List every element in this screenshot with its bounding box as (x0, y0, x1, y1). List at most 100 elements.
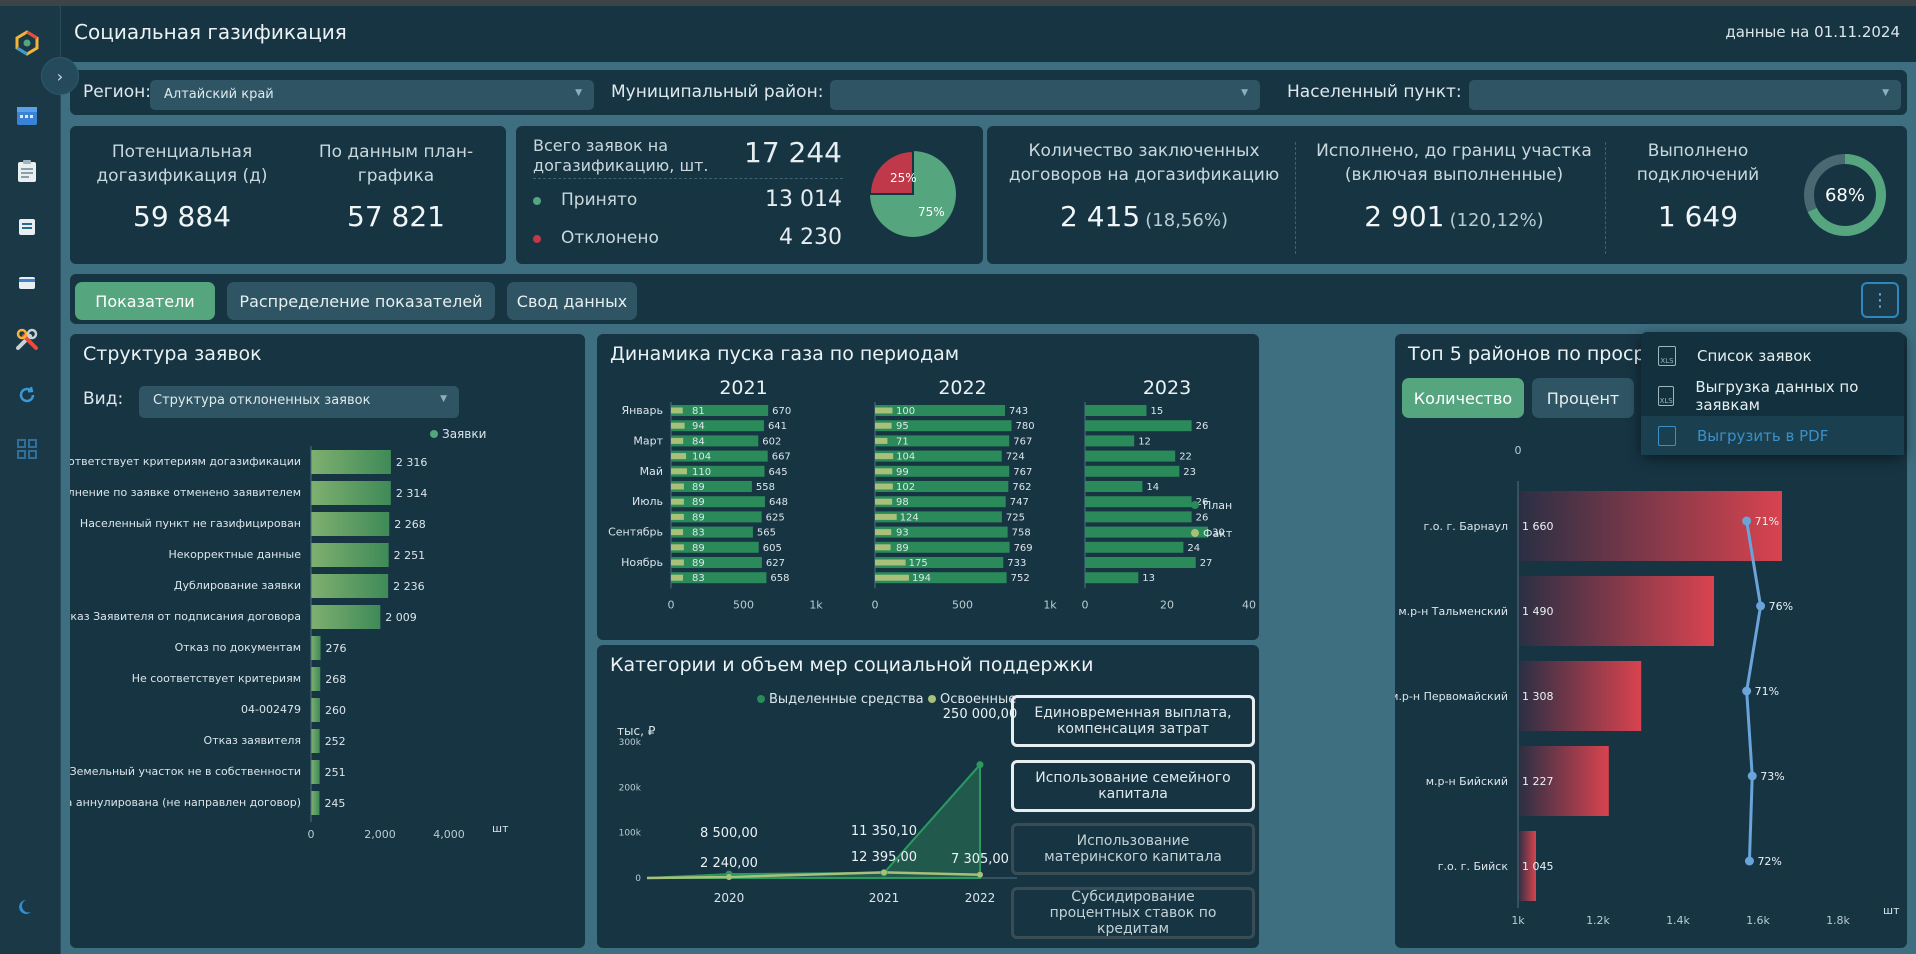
pie-accepted-label: 75% (918, 205, 945, 219)
kpi-applications-card: Всего заявок на догазификацию, шт. 17 24… (516, 126, 983, 264)
calendar-icon[interactable] (12, 100, 42, 130)
plan-value-label: 645 (769, 467, 788, 478)
pie-rejected-label: 25% (890, 171, 917, 185)
x-tick-label: 1k (1043, 598, 1057, 611)
plan-value-label: 670 (772, 406, 791, 417)
bar-value-label: 1 660 (1522, 520, 1554, 533)
settlement-select[interactable]: ▼ (1469, 80, 1901, 110)
plan-bar (1085, 420, 1192, 432)
chevron-down-icon: ▼ (1241, 88, 1248, 98)
accepted-dot (533, 197, 541, 205)
clipboard-icon[interactable] (12, 156, 42, 186)
bar (1518, 746, 1609, 816)
menu-item-applications-list[interactable]: XLS Список заявок (1641, 336, 1904, 375)
menu-item-export-data[interactable]: XLS Выгрузка данных по заявкам (1641, 376, 1904, 415)
district-select[interactable]: ▼ (830, 80, 1260, 110)
used-point (977, 871, 983, 878)
plan-value-label: 769 (1014, 543, 1033, 554)
plan-value-label: 26 (1196, 497, 1209, 508)
allocated-value-label: 250 000,00 (943, 707, 1017, 722)
rejected-label: Отклонено (561, 228, 659, 248)
menu-item-export-pdf[interactable]: Выгрузить в PDF (1641, 416, 1904, 455)
allocated-area (646, 762, 981, 879)
percent-label: 71% (1755, 685, 1779, 698)
view-value: Структура отклоненных заявок (153, 393, 371, 408)
more-vertical-icon: ⋮ (1871, 289, 1889, 311)
donut-progress (1804, 154, 1886, 236)
plan-bar (875, 496, 1006, 508)
region-value: Алтайский край (164, 87, 274, 102)
fact-value-label: 104 (692, 452, 711, 463)
x-tick-label: 2,000 (364, 828, 396, 841)
donut-label: 68% (1825, 185, 1865, 206)
x-tick-label: 2020 (714, 891, 745, 905)
plan-bar (671, 481, 752, 492)
total-applications-value: 17 244 (744, 136, 842, 169)
allocated-value-label: 8 500,00 (700, 826, 758, 841)
tools-icon[interactable] (12, 324, 42, 354)
accepted-label: Принято (561, 190, 638, 210)
bar-category-label: Исполнение по заявке отменено заявителем (70, 486, 301, 499)
plan-bar (671, 420, 764, 432)
structure-bar-chart: Заявки Не соответствует критериям догазиф… (70, 427, 509, 841)
bar-category-label: м.р-н Бийский (1426, 775, 1508, 788)
card-icon[interactable] (12, 268, 42, 298)
done-border-value: 2 901 (1364, 200, 1445, 233)
category-lump-sum-button[interactable]: Единовременная выплата, компенсация затр… (1011, 695, 1255, 747)
plan-value-label: 12 (1138, 436, 1151, 447)
report-icon[interactable] (12, 212, 42, 242)
bar (311, 481, 391, 505)
year-label: 2023 (1143, 377, 1191, 399)
plan-value-label: 762 (1012, 482, 1031, 493)
month-label: Январь (621, 404, 663, 417)
y-axis-unit-label: тыс, ₽ (617, 724, 656, 738)
percent-point (1744, 856, 1754, 866)
tab-distribution[interactable]: Распределение показателей (227, 282, 495, 320)
bar-value-label: 2 009 (385, 611, 417, 624)
legend-allocated-label: Выделенные средства (769, 692, 924, 707)
x-tick-label: 0 (308, 828, 315, 841)
bar (311, 791, 320, 815)
fact-value-label: 99 (896, 467, 909, 478)
category-loan-subsidy-button[interactable]: Субсидирование процентных ставок по кред… (1011, 887, 1255, 939)
refresh-icon[interactable] (12, 380, 42, 410)
bar-value-label: 2 236 (393, 580, 425, 593)
dark-mode-moon-icon[interactable] (12, 892, 42, 922)
fact-bar (875, 574, 909, 581)
region-select[interactable]: Алтайский край ▼ (150, 80, 594, 110)
plan-value-label: 725 (1006, 512, 1025, 523)
accepted-row: Принято (533, 190, 637, 210)
top5-percent-button[interactable]: Процент (1532, 378, 1634, 418)
bar (311, 698, 320, 722)
chevron-down-icon: ▼ (440, 394, 447, 404)
tab-summary[interactable]: Свод данных (507, 282, 637, 320)
y-tick-label: 100k (619, 829, 642, 839)
used-value-label: 2 240,00 (700, 856, 758, 871)
legend-label: Заявки (442, 427, 486, 441)
plan-value-label: 605 (763, 543, 782, 554)
fact-bar (875, 437, 888, 444)
plan-bar (875, 481, 1009, 492)
bar-category-label: м.р-н Тальменский (1398, 605, 1508, 618)
tab-indicators[interactable]: Показатели (75, 282, 215, 320)
bar (311, 543, 389, 567)
year-label: 2021 (719, 377, 767, 399)
view-select[interactable]: Структура отклоненных заявок ▼ (139, 386, 459, 418)
more-menu-button[interactable]: ⋮ (1861, 282, 1899, 318)
dashboard-icon[interactable] (12, 434, 42, 464)
top5-count-button[interactable]: Количество (1402, 378, 1524, 418)
x-tick-label: 500 (733, 598, 754, 611)
sidebar-expand-button[interactable]: › (41, 57, 79, 95)
category-family-capital-button[interactable]: Использование семейного капитала (1011, 760, 1255, 812)
logo-icon[interactable] (12, 28, 42, 58)
export-menu: XLS Список заявок XLS Выгрузка данных по з… (1641, 332, 1904, 455)
done-border-value-row: 2 901 (120,12%) (1309, 200, 1599, 233)
potential-label: Потенциальная догазификация (д) (96, 142, 268, 186)
printer-icon (1658, 425, 1676, 446)
contracts-label: Количество заключенных договоров на дога… (1008, 141, 1280, 185)
fact-bar (671, 407, 683, 414)
applications-pie-chart: 25% 75% (868, 149, 956, 237)
category-maternity-capital-button[interactable]: Использование материнского капитала (1011, 823, 1255, 875)
month-label: Ноябрь (621, 556, 663, 569)
